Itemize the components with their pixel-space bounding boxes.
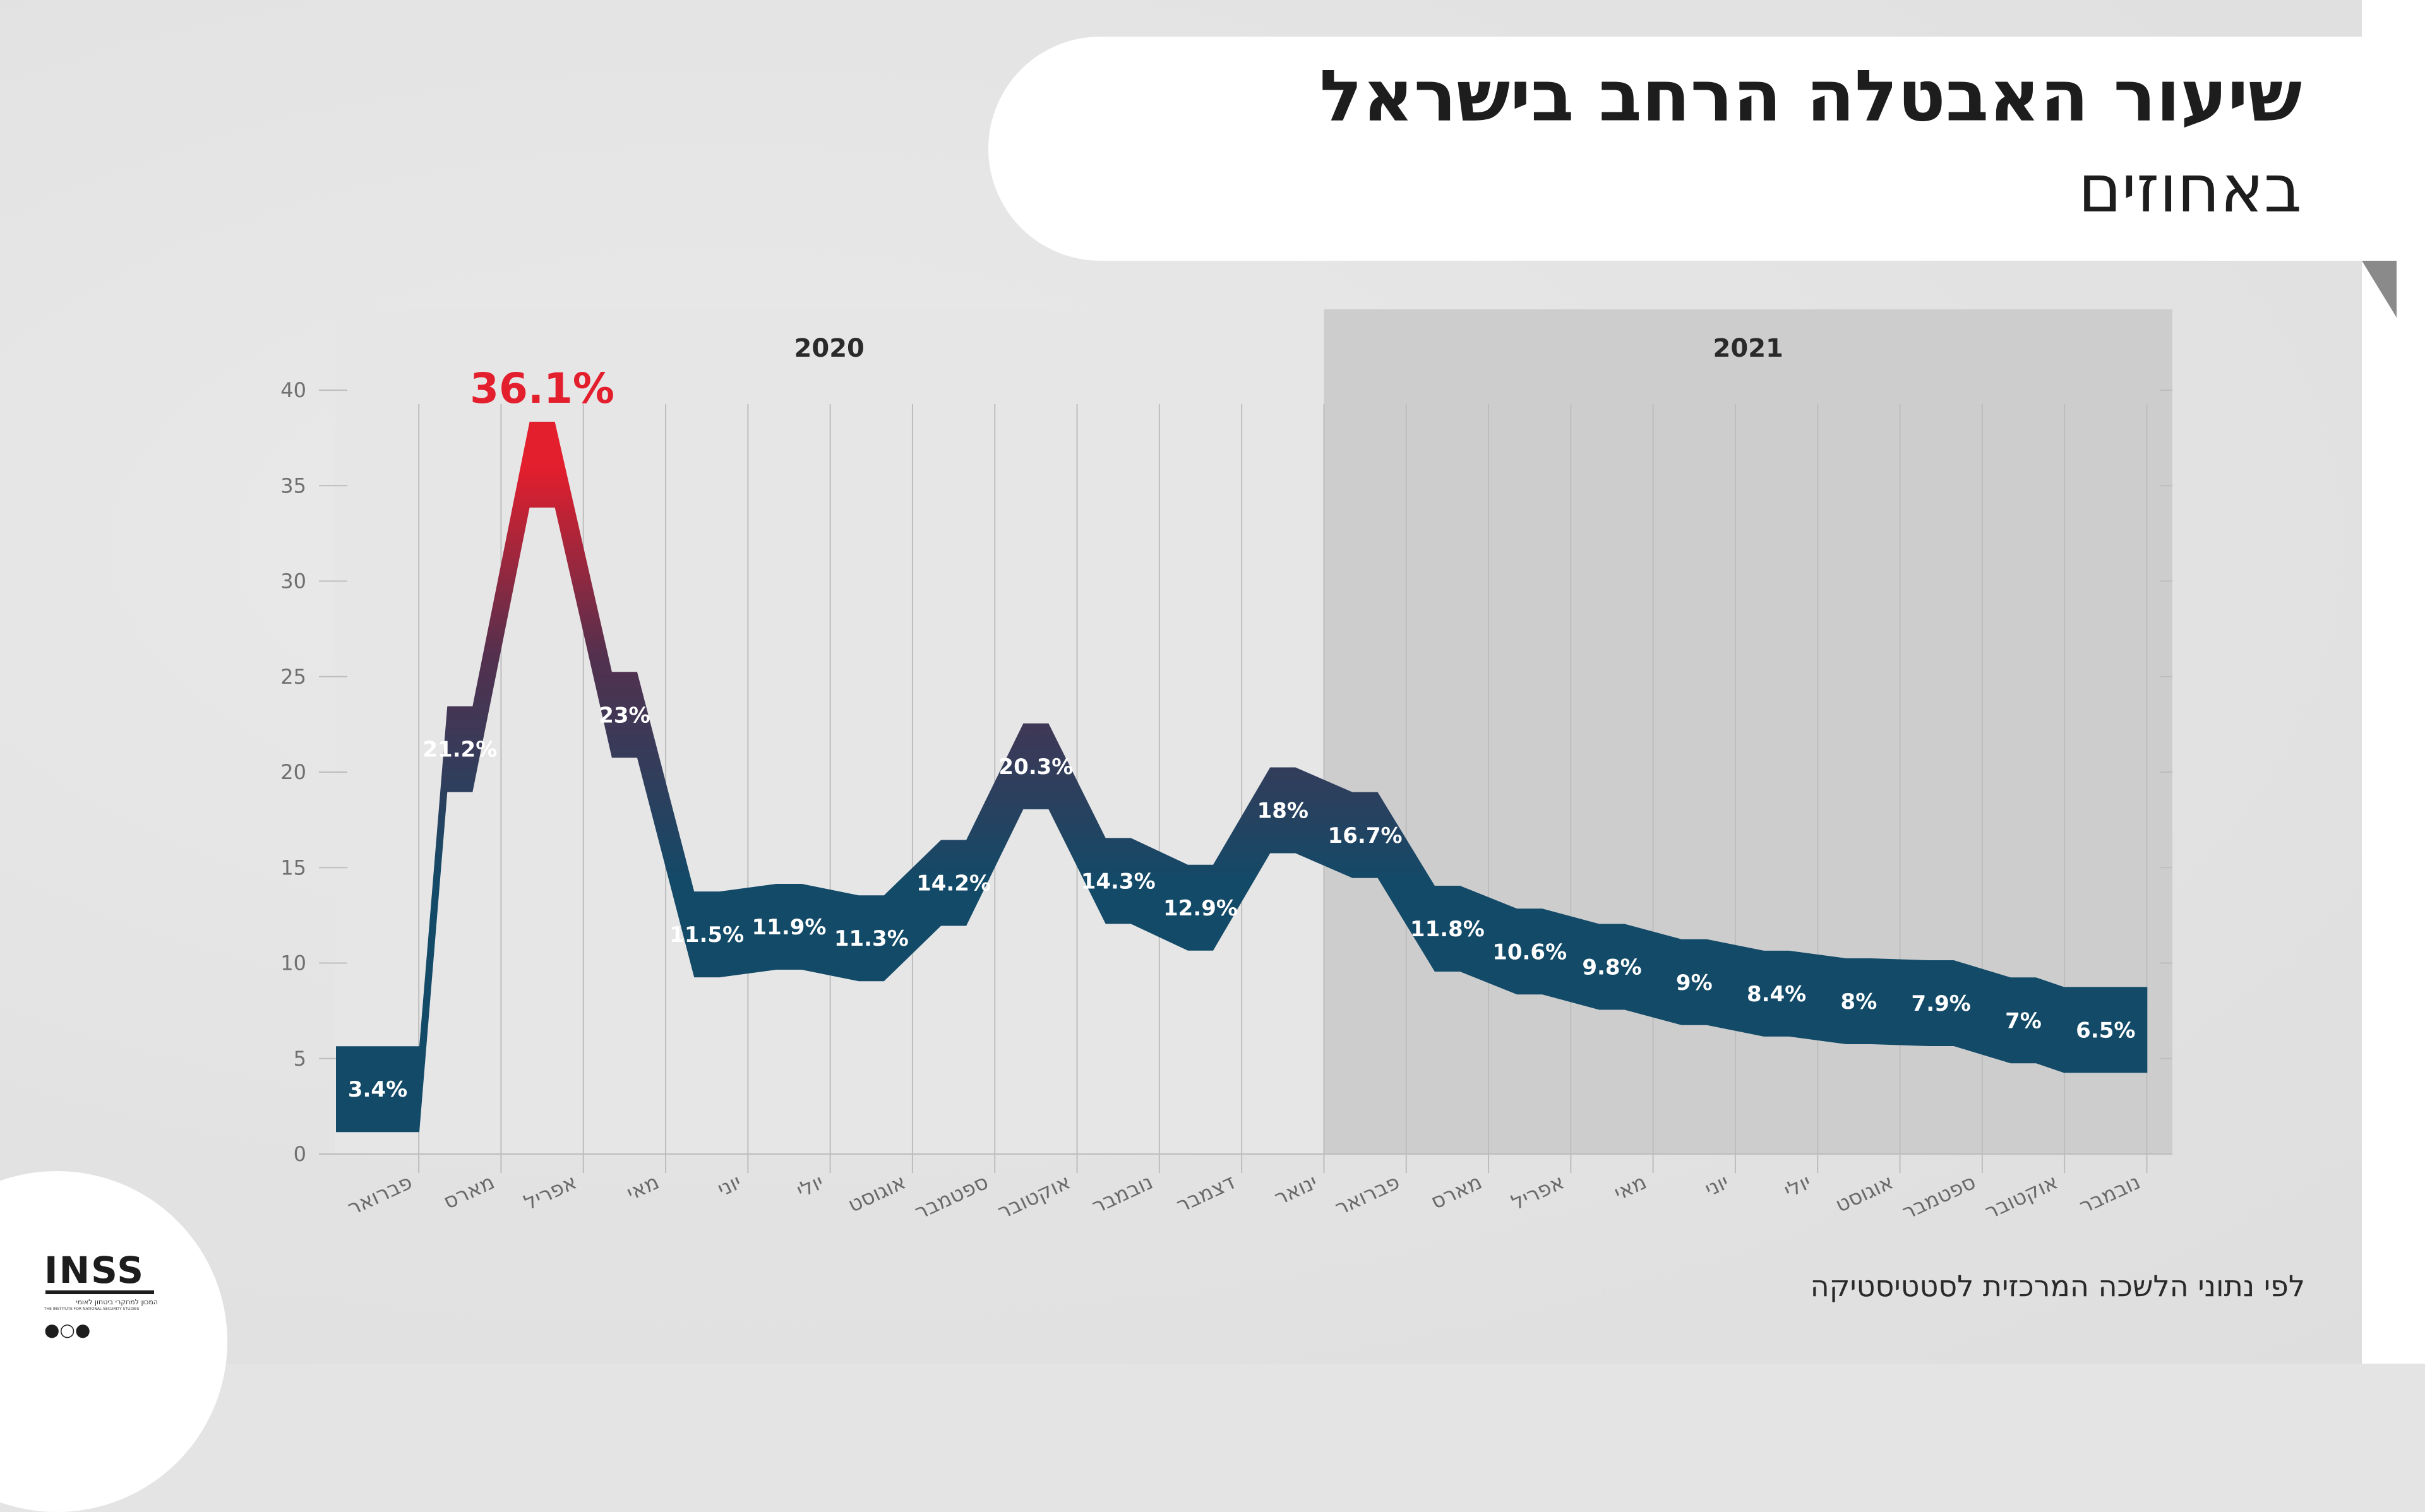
- inss-logo: INSS: [44, 1249, 145, 1292]
- x-tick-label: אוקטובר: [1981, 1169, 2062, 1224]
- x-tick-label: נובמבר: [2075, 1169, 2143, 1218]
- unemployment-chart: 2020 2021 0 5 10 15 20 25 30 35 40 3.4% 21.2% 36.1%…: [280, 309, 2172, 1225]
- data-label: 12.9%: [1163, 896, 1238, 921]
- data-label: 11.8%: [1410, 917, 1485, 942]
- data-label: 7%: [2005, 1008, 2042, 1033]
- x-tick-label: אוגוסט: [1831, 1169, 1897, 1217]
- x-tick-label: יולי: [1780, 1169, 1815, 1203]
- unemployment-band: [336, 422, 2148, 1133]
- y-tick-label: 35: [280, 473, 306, 497]
- y-tick-label: 5: [294, 1047, 306, 1071]
- data-label: 11.5%: [669, 922, 744, 948]
- y-tick-label: 10: [280, 951, 306, 975]
- data-label: 9%: [1676, 970, 1713, 996]
- y-tick-label: 40: [280, 378, 306, 402]
- data-label: 8%: [1841, 989, 1877, 1015]
- data-label: 23%: [599, 703, 650, 728]
- data-label: 16.7%: [1328, 823, 1403, 848]
- data-label: 7.9%: [1912, 991, 1971, 1016]
- x-tick-label: ינואר: [1271, 1169, 1321, 1210]
- x-tick-label: נובמבר: [1088, 1169, 1156, 1218]
- data-label: 14.2%: [916, 871, 991, 896]
- x-tick-label: אוקטובר: [993, 1169, 1074, 1224]
- x-tick-label: ספטמבר: [1898, 1169, 1979, 1225]
- data-label: 9.8%: [1582, 955, 1641, 980]
- data-label: 21.2%: [422, 737, 497, 763]
- data-label: 20.3%: [998, 754, 1073, 780]
- data-label-peak: 36.1%: [470, 364, 614, 413]
- x-tick-label: יוני: [1701, 1169, 1732, 1201]
- data-label: 14.3%: [1081, 869, 1156, 894]
- x-tick-label: מאי: [623, 1169, 662, 1205]
- page-title: שיעור האבטלה הרחב בישראל: [1319, 56, 2302, 138]
- x-tick-label: אפריל: [520, 1169, 580, 1215]
- data-label: 3.4%: [348, 1077, 407, 1102]
- logo-subtitle: המכון למחקרי ביטחון לאומי THE INSTITUTE …: [44, 1298, 158, 1312]
- title-card-fold: [2362, 261, 2397, 318]
- data-label: 11.9%: [752, 915, 827, 940]
- x-tick-label: פברואר: [1331, 1169, 1403, 1220]
- data-label: 6.5%: [2076, 1018, 2135, 1043]
- data-label: 10.6%: [1492, 939, 1567, 965]
- x-tick-label: פברואר: [344, 1169, 416, 1220]
- source-note: לפי נתוני הלשכה המרכזית לסטטיסטיקה: [1810, 1269, 2305, 1303]
- x-tick-label: יולי: [793, 1169, 827, 1203]
- title-card: [988, 37, 2397, 261]
- y-tick-label: 20: [280, 760, 306, 784]
- y-tick-label: 25: [280, 665, 306, 689]
- x-tick-label: מאי: [1610, 1169, 1650, 1205]
- y-tick-label: 30: [280, 569, 306, 593]
- page-subtitle: באחוזים: [2078, 150, 2302, 227]
- year-label-2021: 2021: [1713, 334, 1783, 363]
- y-tick-label: 0: [294, 1142, 306, 1166]
- logo-subtitle-he: המכון למחקרי ביטחון לאומי: [75, 1298, 158, 1306]
- x-tick-label: מארס: [1427, 1169, 1485, 1214]
- logo-subtitle-en: THE INSTITUTE FOR NATIONAL SECURITY STUD…: [44, 1307, 140, 1311]
- data-label: 18%: [1257, 799, 1308, 824]
- year-label-2020: 2020: [794, 334, 865, 363]
- logo-dots: ●○●: [44, 1319, 91, 1340]
- x-tick-label: אפריל: [1507, 1169, 1568, 1215]
- data-label: 11.3%: [834, 926, 909, 951]
- y-tick-label: 15: [280, 855, 306, 879]
- x-tick-label: ספטמבר: [911, 1169, 991, 1225]
- x-tick-label: אוגוסט: [844, 1169, 909, 1217]
- data-label: 8.4%: [1747, 982, 1806, 1007]
- logo-divider: [45, 1290, 154, 1294]
- x-tick-label: יוני: [714, 1169, 745, 1201]
- x-tick-label: מארס: [440, 1169, 498, 1214]
- x-tick-label: דצמבר: [1172, 1169, 1238, 1218]
